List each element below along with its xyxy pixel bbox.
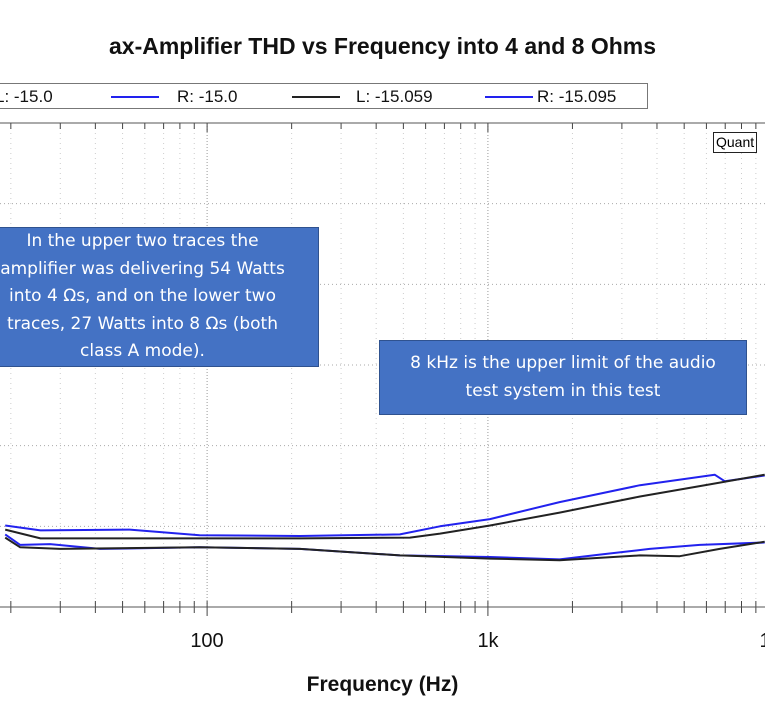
- legend-entry-2: R: -15.0: [177, 87, 238, 106]
- legend: L: -15.0 R: -15.0 L: -15.059 R: -15.095: [0, 83, 648, 109]
- legend-entry-4: R: -15.095: [537, 87, 617, 106]
- annotation-line: In the upper two traces the: [26, 231, 259, 251]
- legend-entry-1: L: -15.0: [0, 87, 53, 106]
- x-tick-label-1k: 1k: [477, 630, 499, 652]
- series-line-1: [5, 473, 765, 537]
- legend-line-3: [292, 96, 340, 98]
- annotation-line: 8 kHz is the upper limit of the audio: [410, 353, 716, 373]
- annotation-line: into 4 Ωs, and on the lower two: [9, 286, 276, 306]
- x-tick-label-100: 100: [190, 630, 224, 652]
- x-axis-label: Frequency (Hz): [306, 673, 459, 696]
- series-line-2: [4, 473, 765, 540]
- annotation-line: traces, 27 Watts into 8 Ωs (both: [6, 313, 278, 334]
- annotation-8khz-limit: 8 kHz is the upper limit of the audio te…: [379, 340, 747, 415]
- annotation-line: class A mode).: [80, 341, 205, 361]
- legend-line-4: [485, 96, 533, 98]
- series-line-4: [4, 536, 765, 562]
- x-tick-label-10k: 1: [759, 630, 765, 653]
- annotation-line: test system in this test: [465, 380, 661, 401]
- quant-tag[interactable]: Quant: [713, 132, 758, 153]
- annotation-line: amplifier was delivering 54 Watts: [0, 258, 285, 279]
- chart-title: ax-Amplifier THD vs Frequency into 4 and…: [108, 33, 656, 59]
- legend-entry-3: L: -15.059: [356, 87, 433, 106]
- legend-line-2: [111, 96, 159, 98]
- annotation-power: In the upper two traces the amplifier wa…: [0, 227, 319, 367]
